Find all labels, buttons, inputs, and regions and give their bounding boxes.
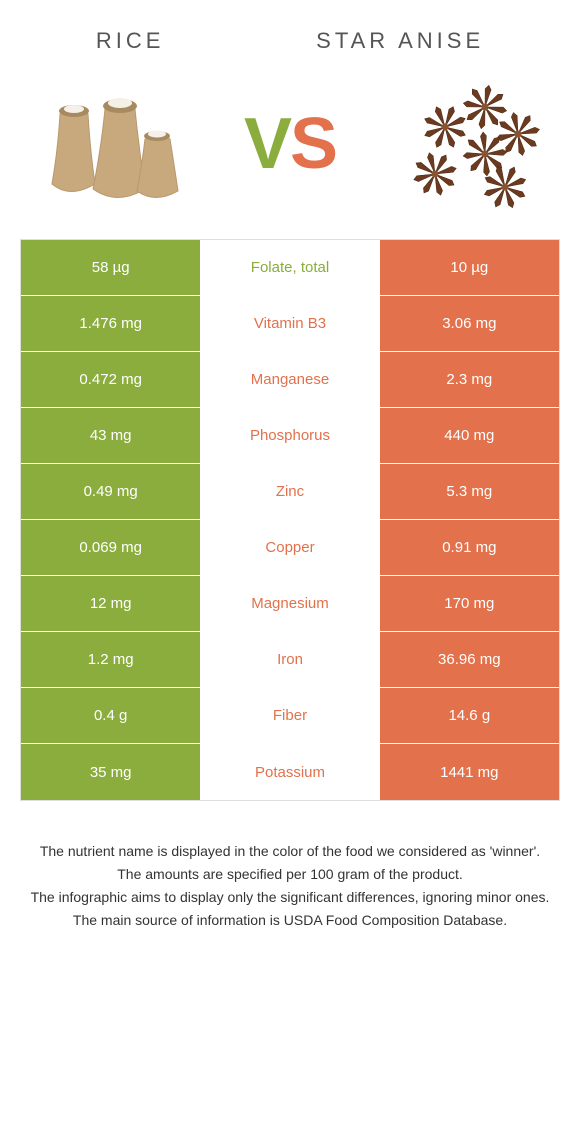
right-value: 10 µg: [380, 240, 559, 295]
nutrient-label: Copper: [200, 520, 379, 575]
table-row: 1.476 mgVitamin B33.06 mg: [21, 296, 559, 352]
nutrient-label: Phosphorus: [200, 408, 379, 463]
left-value: 1.2 mg: [21, 632, 200, 687]
right-value: 3.06 mg: [380, 296, 559, 351]
right-value: 5.3 mg: [380, 464, 559, 519]
hero: V S: [0, 64, 580, 239]
right-value: 2.3 mg: [380, 352, 559, 407]
nutrient-label: Zinc: [200, 464, 379, 519]
right-value: 170 mg: [380, 576, 559, 631]
right-value: 36.96 mg: [380, 632, 559, 687]
left-value: 0.4 g: [21, 688, 200, 743]
left-value: 12 mg: [21, 576, 200, 631]
comparison-table: 58 µgFolate, total10 µg1.476 mgVitamin B…: [20, 239, 560, 801]
right-value: 440 mg: [380, 408, 559, 463]
left-value: 0.49 mg: [21, 464, 200, 519]
vs-label: V S: [244, 103, 336, 185]
table-row: 1.2 mgIron36.96 mg: [21, 632, 559, 688]
right-title: Star Anise: [316, 28, 484, 54]
nutrient-label: Potassium: [200, 744, 379, 800]
footnotes: The nutrient name is displayed in the co…: [0, 801, 580, 953]
right-value: 0.91 mg: [380, 520, 559, 575]
left-value: 0.472 mg: [21, 352, 200, 407]
table-row: 35 mgPotassium1441 mg: [21, 744, 559, 800]
left-value: 0.069 mg: [21, 520, 200, 575]
table-row: 0.472 mgManganese2.3 mg: [21, 352, 559, 408]
nutrient-label: Folate, total: [200, 240, 379, 295]
right-value: 1441 mg: [380, 744, 559, 800]
table-row: 58 µgFolate, total10 µg: [21, 240, 559, 296]
nutrient-label: Iron: [200, 632, 379, 687]
rice-image: [30, 79, 190, 209]
nutrient-label: Manganese: [200, 352, 379, 407]
star-anise-image: [390, 79, 550, 209]
footnote-line: The main source of information is USDA F…: [30, 910, 550, 931]
left-value: 43 mg: [21, 408, 200, 463]
table-row: 12 mgMagnesium170 mg: [21, 576, 559, 632]
right-value: 14.6 g: [380, 688, 559, 743]
left-value: 1.476 mg: [21, 296, 200, 351]
nutrient-label: Vitamin B3: [200, 296, 379, 351]
table-row: 0.069 mgCopper0.91 mg: [21, 520, 559, 576]
left-value: 35 mg: [21, 744, 200, 800]
vs-s: S: [290, 103, 336, 185]
footnote-line: The infographic aims to display only the…: [30, 887, 550, 908]
table-row: 43 mgPhosphorus440 mg: [21, 408, 559, 464]
vs-v: V: [244, 103, 290, 185]
table-row: 0.49 mgZinc5.3 mg: [21, 464, 559, 520]
header: Rice Star Anise: [0, 0, 580, 64]
left-value: 58 µg: [21, 240, 200, 295]
nutrient-label: Fiber: [200, 688, 379, 743]
table-row: 0.4 gFiber14.6 g: [21, 688, 559, 744]
left-title: Rice: [96, 28, 165, 54]
footnote-line: The amounts are specified per 100 gram o…: [30, 864, 550, 885]
footnote-line: The nutrient name is displayed in the co…: [30, 841, 550, 862]
nutrient-label: Magnesium: [200, 576, 379, 631]
